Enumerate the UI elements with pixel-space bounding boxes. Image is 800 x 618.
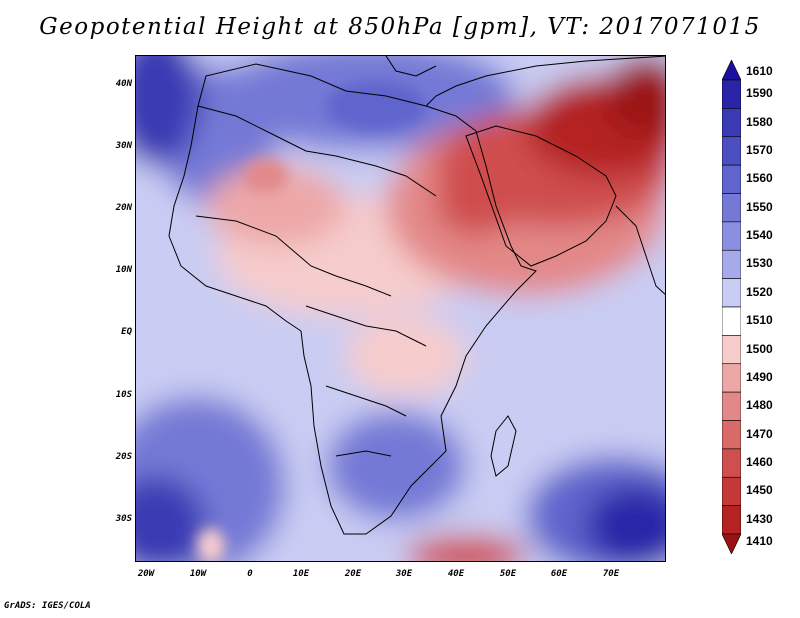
colorbar-swatch-1580 — [722, 108, 741, 138]
colorbar — [722, 60, 741, 554]
height-shading — [136, 56, 665, 561]
height-shading-detail — [197, 81, 426, 561]
colorbar-swatch-1500 — [722, 335, 741, 365]
coastlines — [168, 56, 665, 535]
y-label-eq: EQ — [121, 327, 132, 337]
colorbar-label-1450: 1450 — [746, 483, 773, 498]
colorbar-label-1610: 1610 — [746, 64, 773, 78]
colorbar-label-1490: 1490 — [746, 369, 773, 384]
x-label-0: 0 — [247, 569, 253, 579]
y-label-30n: 30N — [115, 141, 132, 151]
colorbar-label-1560: 1560 — [746, 171, 773, 186]
colorbar-swatch-1540 — [722, 221, 741, 251]
colorbar-label-1540: 1540 — [746, 228, 773, 243]
colorbar-label-1460: 1460 — [746, 455, 773, 470]
colorbar-swatch-1550 — [722, 193, 741, 223]
grads-credit: GrADS: IGES/COLA — [4, 601, 91, 611]
colorbar-label-1430: 1430 — [746, 511, 773, 526]
colorbar-swatch-1560 — [722, 164, 741, 194]
y-label-40n: 40N — [115, 79, 132, 89]
colorbar-swatch-1590 — [722, 79, 741, 109]
y-label-10s: 10S — [115, 390, 132, 400]
colorbar-label-1520: 1520 — [746, 284, 773, 299]
colorbar-swatch-1520 — [722, 278, 741, 308]
colorbar-swatch-1460 — [722, 448, 741, 478]
chart-title: Geopotential Height at 850hPa [gpm], VT:… — [39, 14, 761, 40]
colorbar-swatch-1410 — [722, 533, 741, 554]
colorbar-swatch-1470 — [722, 420, 741, 450]
colorbar-label-1550: 1550 — [746, 199, 773, 214]
x-label-10w: 10W — [189, 569, 207, 579]
map-panel — [135, 55, 666, 562]
colorbar-label-1570: 1570 — [746, 142, 773, 157]
x-label-50e: 50E — [499, 569, 517, 579]
x-label-30e: 30E — [395, 569, 413, 579]
colorbar-label-1580: 1580 — [746, 114, 773, 129]
x-label-20e: 20E — [344, 569, 362, 579]
colorbar-swatch-1510 — [722, 306, 741, 336]
colorbar-swatch-1610 — [722, 60, 741, 81]
height-field — [136, 56, 665, 561]
colorbar-swatch-1570 — [722, 136, 741, 166]
x-label-70e: 70E — [602, 569, 620, 579]
colorbar-swatch-1530 — [722, 249, 741, 279]
colorbar-label-1530: 1530 — [746, 256, 773, 271]
colorbar-label-1500: 1500 — [746, 341, 773, 356]
colorbar-swatch-1450 — [722, 476, 741, 506]
y-label-10n: 10N — [115, 265, 132, 275]
colorbar-label-1410: 1410 — [746, 534, 773, 548]
colorbar-label-1470: 1470 — [746, 426, 773, 441]
colorbar-label-1510: 1510 — [746, 313, 773, 328]
x-label-40e: 40E — [447, 569, 465, 579]
colorbar-label-1590: 1590 — [746, 86, 773, 101]
colorbar-label-1480: 1480 — [746, 398, 773, 413]
y-label-30s: 30S — [115, 514, 132, 524]
x-label-20w: 20W — [137, 569, 155, 579]
x-label-10e: 10E — [292, 569, 310, 579]
colorbar-swatch-1480 — [722, 391, 741, 421]
colorbar-swatch-1490 — [722, 363, 741, 393]
y-label-20s: 20S — [115, 452, 132, 462]
x-label-60e: 60E — [550, 569, 568, 579]
y-label-20n: 20N — [115, 203, 132, 213]
colorbar-swatch-1430 — [722, 505, 741, 535]
